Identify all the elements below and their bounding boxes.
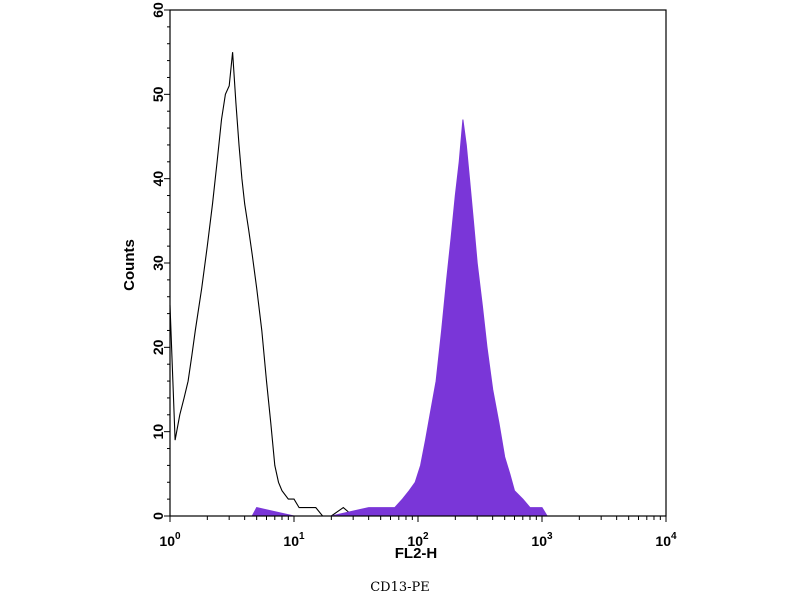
- y-tick-label: 30: [150, 255, 166, 271]
- y-tick-label: 60: [150, 2, 166, 18]
- histogram-chart: 0 10 20 30 40 50 60 100 101 102 103 104 FL2-H Count…: [121, 2, 677, 562]
- x-tick-label: 101: [283, 531, 305, 549]
- y-tick-label: 20: [150, 339, 166, 355]
- y-tick-label: 40: [150, 171, 166, 187]
- y-tick-label: 50: [150, 86, 166, 102]
- series-1-filled-histogram: [251, 119, 548, 517]
- plot-area: 0 10 20 30 40 50 60 100 101 102 103 104: [150, 2, 677, 549]
- x-axis-label: FL2-H: [395, 545, 438, 562]
- x-tick-label: 103: [531, 531, 553, 549]
- series-0-outline-histogram: [169, 52, 354, 517]
- y-axis-label: Counts: [121, 239, 138, 291]
- x-tick-label: 100: [159, 531, 181, 549]
- x-tick-label: 104: [655, 531, 677, 549]
- chart-caption: CD13-PE: [370, 580, 430, 595]
- plot-frame: [169, 9, 667, 517]
- x-tick-label: 102: [407, 531, 429, 549]
- y-tick-label: 0: [150, 512, 166, 520]
- y-tick-label: 10: [150, 424, 166, 440]
